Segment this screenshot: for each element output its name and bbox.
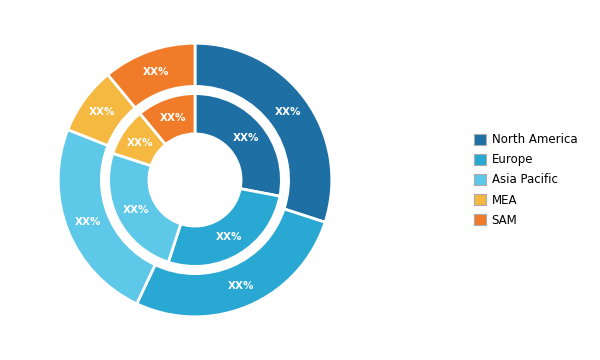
Wedge shape [113,113,166,166]
Text: XX%: XX% [227,281,254,291]
Text: XX%: XX% [89,107,115,117]
Wedge shape [68,75,136,145]
Wedge shape [169,189,280,266]
Wedge shape [195,43,332,222]
Wedge shape [108,43,195,108]
Text: XX%: XX% [160,113,186,123]
Legend: North America, Europe, Asia Pacific, MEA, SAM: North America, Europe, Asia Pacific, MEA… [469,129,582,231]
Wedge shape [140,94,195,144]
Text: XX%: XX% [74,217,101,228]
Text: XX%: XX% [233,133,259,143]
Wedge shape [109,153,181,262]
Text: XX%: XX% [275,107,301,117]
Text: XX%: XX% [215,232,242,242]
Text: XX%: XX% [143,67,169,77]
Text: XX%: XX% [123,205,149,215]
Text: XX%: XX% [127,138,154,148]
Wedge shape [58,130,155,304]
Wedge shape [195,94,281,196]
Wedge shape [137,209,325,317]
